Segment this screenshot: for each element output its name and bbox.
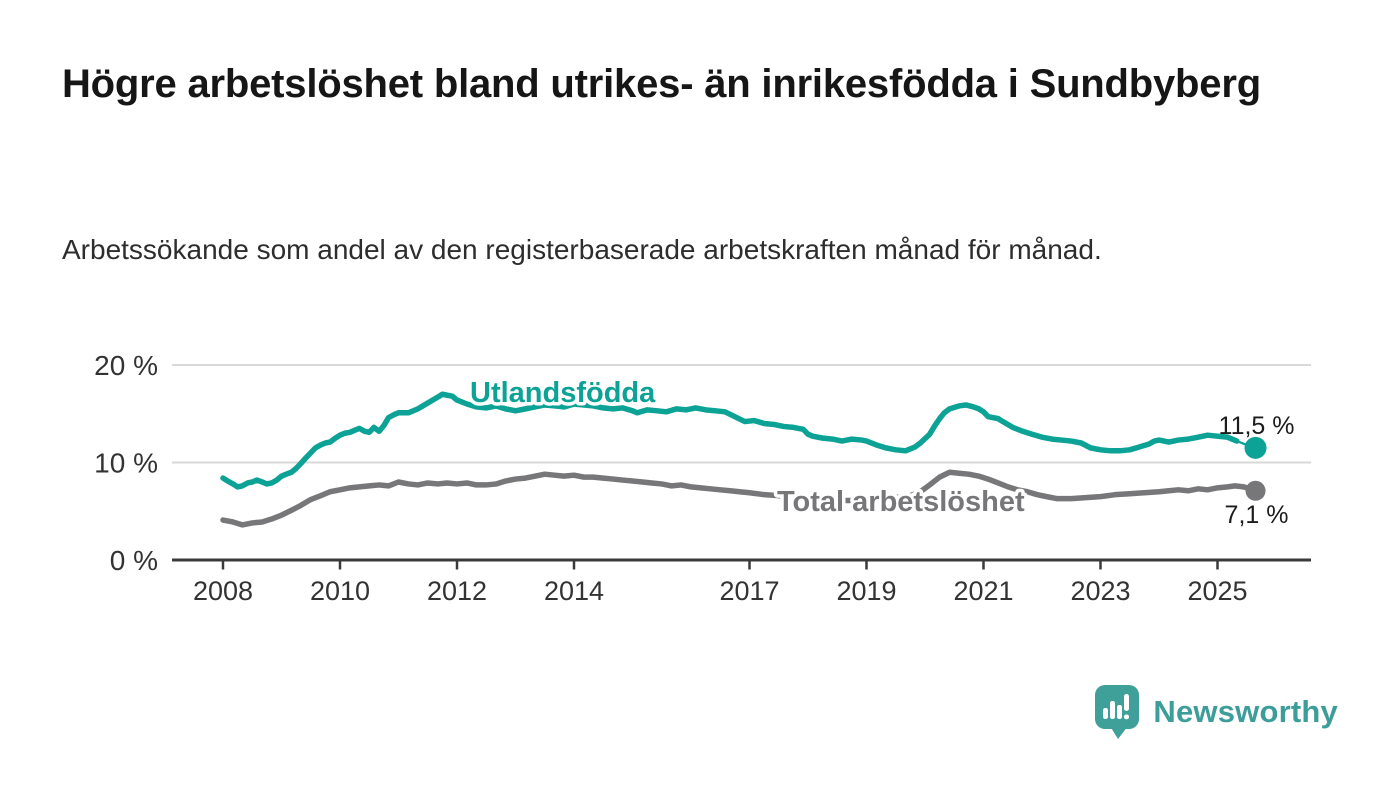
series-end-dot-utlandsf-dda xyxy=(1244,436,1267,459)
newsworthy-bubble-chart-icon xyxy=(1095,685,1140,739)
x-tick-label-2014: 2014 xyxy=(544,576,604,606)
y-tick-label-0: 0 % xyxy=(110,545,158,576)
series-end-dot-total-arbetsl-shet xyxy=(1245,480,1266,501)
x-tick-label-2021: 2021 xyxy=(953,576,1013,606)
y-tick-label-10: 10 % xyxy=(94,448,158,479)
newsworthy-logo: Newsworthy xyxy=(1094,684,1338,740)
series-label-total-arbetsl-shet: Total arbetslöshet xyxy=(777,486,1025,518)
series-line-utlandsf-dda xyxy=(220,391,1240,490)
x-tick-label-2025: 2025 xyxy=(1187,576,1247,606)
x-tick-label-2023: 2023 xyxy=(1070,576,1130,606)
chart-subtitle: Arbetssökande som andel av den registerb… xyxy=(62,234,1102,265)
series-line-total-arbetsl-shet xyxy=(220,469,1259,528)
y-tick-label-20: 20 % xyxy=(94,350,158,381)
x-tick-label-2019: 2019 xyxy=(836,576,896,606)
brand-name: Newsworthy xyxy=(1153,694,1338,729)
x-tick-label-2010: 2010 xyxy=(310,576,370,606)
x-tick-label-2012: 2012 xyxy=(427,576,487,606)
end-value-label-utlandsf-dda: 11,5 % xyxy=(1219,412,1295,440)
x-tick-label-2017: 2017 xyxy=(719,576,779,606)
x-tick-label-2008: 2008 xyxy=(193,576,253,606)
chart-title: Högre arbetslöshet bland utrikes- än inr… xyxy=(62,62,1261,106)
end-value-label-total-arbetsl-shet: 7,1 % xyxy=(1225,501,1289,529)
series-label-utlandsf-dda: Utlandsfödda xyxy=(470,377,656,409)
